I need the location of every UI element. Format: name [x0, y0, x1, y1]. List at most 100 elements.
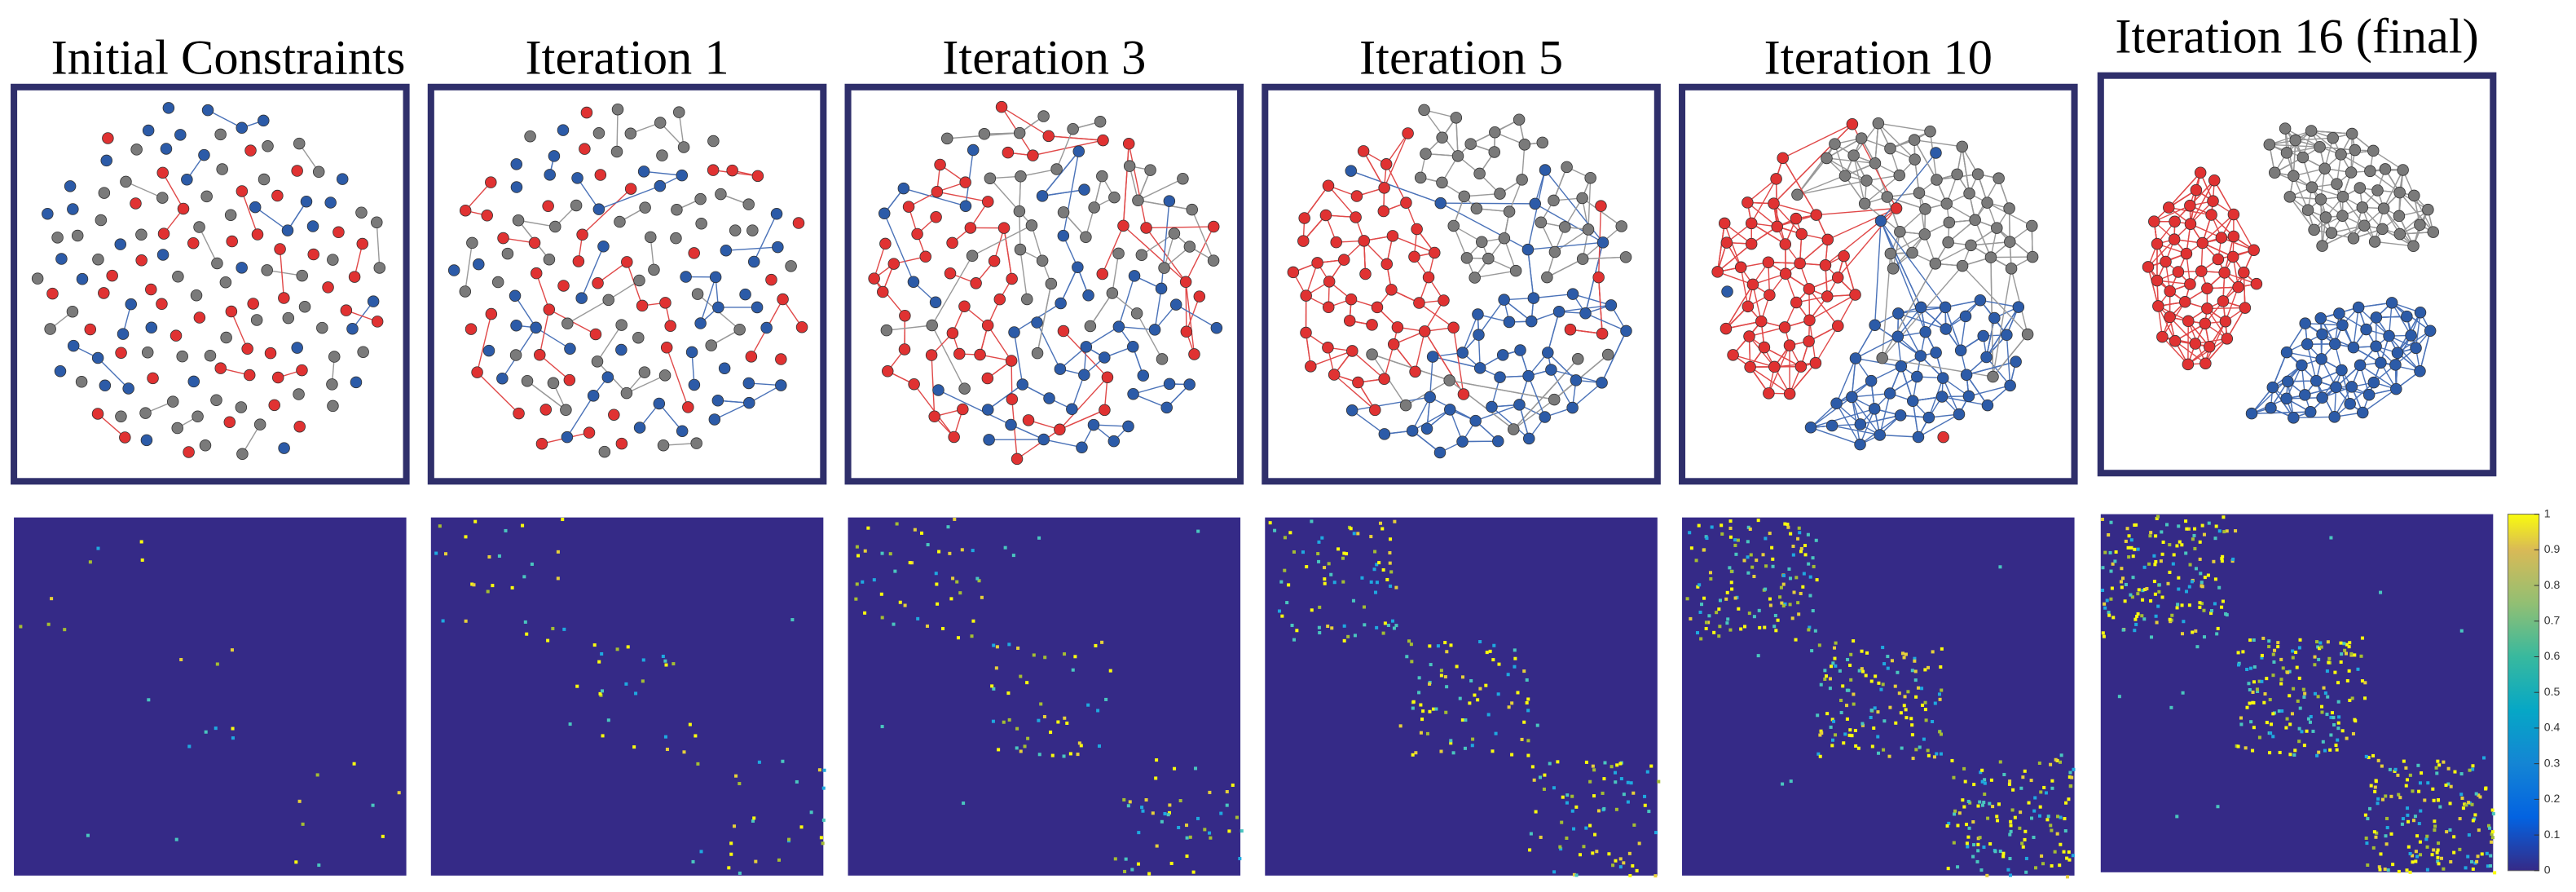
matrix-dot: [2119, 580, 2123, 584]
node: [1088, 201, 1100, 214]
matrix-dot: [2168, 570, 2172, 574]
node: [1099, 351, 1111, 364]
node: [2232, 280, 2244, 294]
edge: [1797, 179, 1867, 196]
matrix-dot: [1016, 646, 1020, 650]
matrix-dot: [2325, 713, 2329, 717]
matrix-dot: [1428, 644, 1432, 648]
edge: [1912, 400, 1919, 438]
matrix-dot: [2191, 630, 2195, 634]
edge: [931, 255, 973, 326]
node: [1942, 236, 1954, 249]
node: [1469, 272, 1481, 284]
matrix-dot: [1526, 753, 1530, 757]
matrix-dot: [2263, 692, 2267, 696]
node: [296, 364, 308, 377]
matrix-dot: [1381, 631, 1385, 635]
matrix-dot: [1985, 873, 1989, 877]
edge: [576, 177, 600, 210]
matrix-dot: [1614, 780, 1618, 784]
edge: [1033, 139, 1103, 157]
node: [1450, 112, 1463, 124]
node: [1874, 429, 1886, 441]
node: [371, 316, 384, 328]
matrix-dot: [2202, 608, 2206, 612]
matrix-dot: [2207, 521, 2211, 525]
matrix-dot: [729, 852, 733, 856]
node: [539, 404, 553, 416]
matrix-dot: [2371, 753, 2376, 757]
matrix-dot: [1956, 824, 1960, 828]
edge: [526, 380, 566, 411]
node: [55, 253, 68, 265]
matrix-dot: [1983, 778, 1987, 782]
node: [2304, 406, 2317, 418]
edge: [1055, 128, 1074, 170]
matrix-dot: [2343, 648, 2347, 652]
matrix-dot: [940, 626, 945, 630]
matrix-dot: [2316, 695, 2320, 699]
node: [1005, 355, 1018, 367]
node: [964, 222, 977, 234]
matrix-dot: [1938, 697, 1942, 701]
matrix-dot: [2404, 784, 2408, 788]
matrix: [848, 517, 1241, 876]
node: [1829, 138, 1841, 150]
node: [327, 400, 339, 413]
edge: [1985, 356, 2011, 386]
matrix-dot: [1203, 828, 1207, 832]
matrix-dot: [1647, 810, 1651, 814]
matrix-dot: [1952, 841, 1956, 845]
matrix-dot: [1375, 625, 1379, 629]
matrix-dot: [2340, 652, 2344, 656]
matrix-dot: [2265, 721, 2269, 725]
matrix-dot: [2288, 694, 2292, 698]
matrix-dot: [1496, 692, 1500, 696]
node: [911, 227, 923, 241]
matrix-dot: [1561, 795, 1565, 799]
node: [2152, 300, 2164, 312]
matrix-dot: [729, 841, 733, 846]
matrix-dot: [1104, 697, 1108, 701]
edge: [1717, 271, 1754, 285]
edge: [1971, 241, 2010, 246]
node: [632, 331, 645, 344]
matrix-dot: [1513, 648, 1517, 652]
matrix-dot: [880, 725, 884, 729]
edge: [1585, 312, 1627, 332]
matrix-dot: [1470, 744, 1474, 748]
matrix-dot: [1445, 685, 1449, 689]
matrix-dot: [1405, 655, 1409, 659]
node: [2001, 329, 2013, 342]
node: [282, 311, 295, 325]
matrix-dot: [1167, 810, 1171, 815]
matrix-dot: [1185, 854, 1189, 859]
matrix-dot: [2335, 748, 2339, 752]
node: [99, 379, 112, 392]
colorbar-tick-label: 0.3: [2544, 756, 2561, 769]
matrix-dot: [1870, 744, 1874, 748]
node: [1027, 149, 1039, 161]
node: [2422, 203, 2434, 216]
matrix-dot: [2367, 756, 2371, 760]
node: [1518, 139, 1531, 151]
node: [2168, 233, 2181, 245]
matrix-dot: [2424, 837, 2428, 841]
matrix-dot: [2411, 860, 2415, 864]
graph: [2142, 122, 2440, 424]
matrix-dot: [2301, 687, 2305, 691]
node: [465, 323, 478, 335]
matrix-dot: [1539, 835, 1543, 839]
edge: [1746, 201, 1778, 227]
matrix-dot: [2419, 809, 2423, 813]
matrix-dot: [434, 551, 438, 555]
node: [66, 305, 79, 318]
matrix-dot: [1932, 755, 1936, 759]
node: [1207, 220, 1220, 233]
matrix-dot: [2131, 576, 2135, 580]
node: [2364, 165, 2376, 178]
node: [1954, 344, 1967, 357]
matrix-dot: [2134, 523, 2138, 527]
edge: [1835, 358, 1856, 404]
edge: [1547, 258, 1583, 278]
